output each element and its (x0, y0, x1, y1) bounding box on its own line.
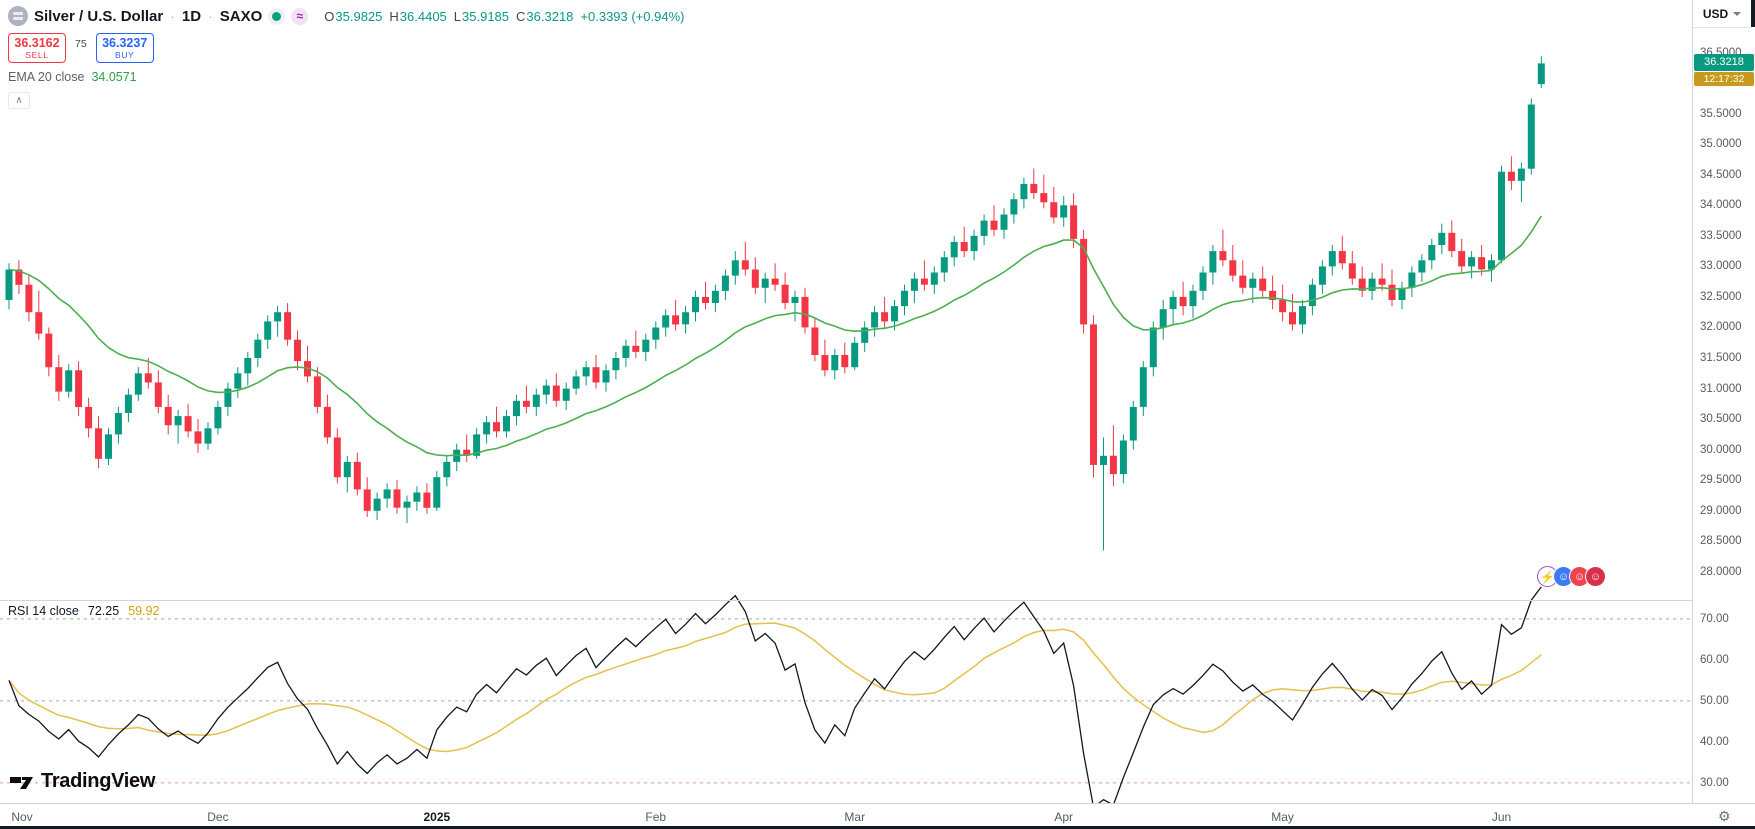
price-tick-label: 28.0000 (1700, 565, 1742, 578)
reaction-smiley-icon[interactable]: ☺ (1585, 566, 1606, 587)
rsi-level-lines (0, 618, 1692, 784)
close-label: C (516, 8, 526, 24)
rsi-line (8, 586, 1542, 803)
price-tick-label: 34.0000 (1700, 199, 1742, 212)
minds-icon[interactable]: ≈ (291, 7, 309, 25)
sell-price: 36.3162 (14, 36, 60, 50)
price-tick-label: 35.5000 (1700, 107, 1742, 120)
price-axis-border (1692, 0, 1693, 803)
price-tick-label: 29.0000 (1700, 504, 1742, 517)
candlestick-series (5, 56, 1545, 551)
price-tick-label: 34.5000 (1700, 168, 1742, 181)
chevron-down-icon (1733, 11, 1742, 16)
rsi-ma-legend-value: 59.92 (128, 604, 160, 618)
market-status-icon[interactable] (268, 7, 286, 25)
ema-legend-value: 34.0571 (91, 70, 137, 84)
time-tick-label: Mar (844, 810, 866, 824)
price-tick-label: 28.5000 (1700, 535, 1742, 548)
bar-countdown-badge: 12:17:32 (1694, 72, 1754, 86)
price-tick-label: 35.0000 (1700, 138, 1742, 151)
currency-unit-button[interactable]: USD (1693, 0, 1751, 28)
rsi-tick-label: 40.00 (1700, 735, 1729, 748)
time-tick-label: Jun (1491, 810, 1512, 824)
collapse-legend-button[interactable]: ∧ (8, 92, 30, 109)
currency-label: USD (1702, 6, 1729, 21)
reaction-emoji-icons[interactable]: ⚡ ☺ ☺ ☺ (1537, 566, 1606, 587)
price-tick-label: 31.5000 (1700, 352, 1742, 365)
time-tick-label: 2025 (423, 810, 451, 824)
ema-line (8, 215, 1542, 457)
last-price-badge: 36.3218 (1694, 54, 1754, 71)
open-label: O (324, 8, 335, 24)
time-tick-label: Feb (645, 810, 667, 824)
change-value: +0.3393 (+0.94%) (580, 8, 685, 24)
sell-label: SELL (25, 50, 49, 60)
price-tick-label: 31.0000 (1700, 382, 1742, 395)
time-axis[interactable]: Nov Dec 2025 Feb Mar Apr May Jun ⚙ (0, 803, 1755, 829)
spread-value: 75 (75, 38, 87, 50)
high-label: H (389, 8, 399, 24)
time-tick-label: Apr (1054, 810, 1074, 824)
time-tick-label: May (1271, 810, 1294, 824)
symbol-title[interactable]: Silver / U.S. Dollar (34, 7, 164, 25)
interval-label[interactable]: 1D (181, 7, 202, 25)
rsi-legend: RSI 14 close 72.25 59.92 (8, 604, 159, 618)
low-value: 35.9185 (462, 8, 510, 24)
time-tick-label: Nov (11, 810, 33, 824)
window-edge-right (1751, 0, 1755, 27)
rsi-tick-label: 50.00 (1700, 694, 1729, 707)
tradingview-watermark[interactable]: TradingView (10, 770, 155, 793)
separator-dot: · (208, 8, 213, 24)
tradingview-logo-text: TradingView (41, 770, 156, 792)
open-value: 35.9825 (335, 8, 383, 24)
market-open-dot (272, 11, 282, 21)
price-tick-label: 30.0000 (1700, 443, 1742, 456)
separator-dot: · (170, 8, 175, 24)
tradingview-logo-icon (10, 776, 33, 789)
rsi-tick-label: 70.00 (1700, 612, 1729, 625)
buy-price: 36.3237 (102, 36, 148, 50)
rsi-tick-label: 30.00 (1700, 776, 1729, 789)
low-label: L (453, 8, 462, 24)
chevron-up-icon: ∧ (15, 95, 23, 106)
close-value: 36.3218 (526, 8, 574, 24)
trade-buttons: 36.3162 SELL 75 36.3237 BUY (8, 33, 154, 63)
rsi-legend-value: 72.25 (87, 604, 120, 618)
rsi-tick-label: 60.00 (1700, 653, 1729, 666)
ema-legend: EMA 20 close 34.0571 (8, 70, 137, 84)
price-tick-label: 33.0000 (1700, 260, 1742, 273)
price-axis[interactable]: 36.500036.000035.500035.000034.500034.00… (1693, 0, 1755, 803)
high-value: 36.4405 (399, 8, 447, 24)
symbol-logo-icon (8, 6, 28, 26)
pane-divider[interactable] (0, 600, 1755, 601)
price-tick-label: 30.5000 (1700, 413, 1742, 426)
time-tick-label: Dec (207, 810, 229, 824)
rsi-legend-title: RSI 14 close (8, 604, 79, 618)
window-edge-bottom (0, 826, 1755, 829)
price-tick-label: 32.5000 (1700, 290, 1742, 303)
price-tick-label: 33.5000 (1700, 229, 1742, 242)
rsi-ma-line (8, 622, 1542, 753)
ema-legend-title: EMA 20 close (8, 70, 85, 84)
buy-button[interactable]: 36.3237 BUY (95, 33, 154, 63)
ohlc-values: O 35.9825 H 36.4405 L 35.9185 C 36.3218 +0.3… (324, 9, 684, 24)
price-tick-label: 32.0000 (1700, 321, 1742, 334)
exchange-label[interactable]: SAXO (219, 7, 263, 25)
gear-icon[interactable]: ⚙ (1718, 808, 1731, 824)
buy-label: BUY (115, 50, 135, 60)
symbol-legend: Silver / U.S. Dollar · 1D · SAXO ≈ O 35.9… (8, 5, 684, 27)
price-tick-label: 29.5000 (1700, 474, 1742, 487)
sell-button[interactable]: 36.3162 SELL (8, 33, 66, 63)
